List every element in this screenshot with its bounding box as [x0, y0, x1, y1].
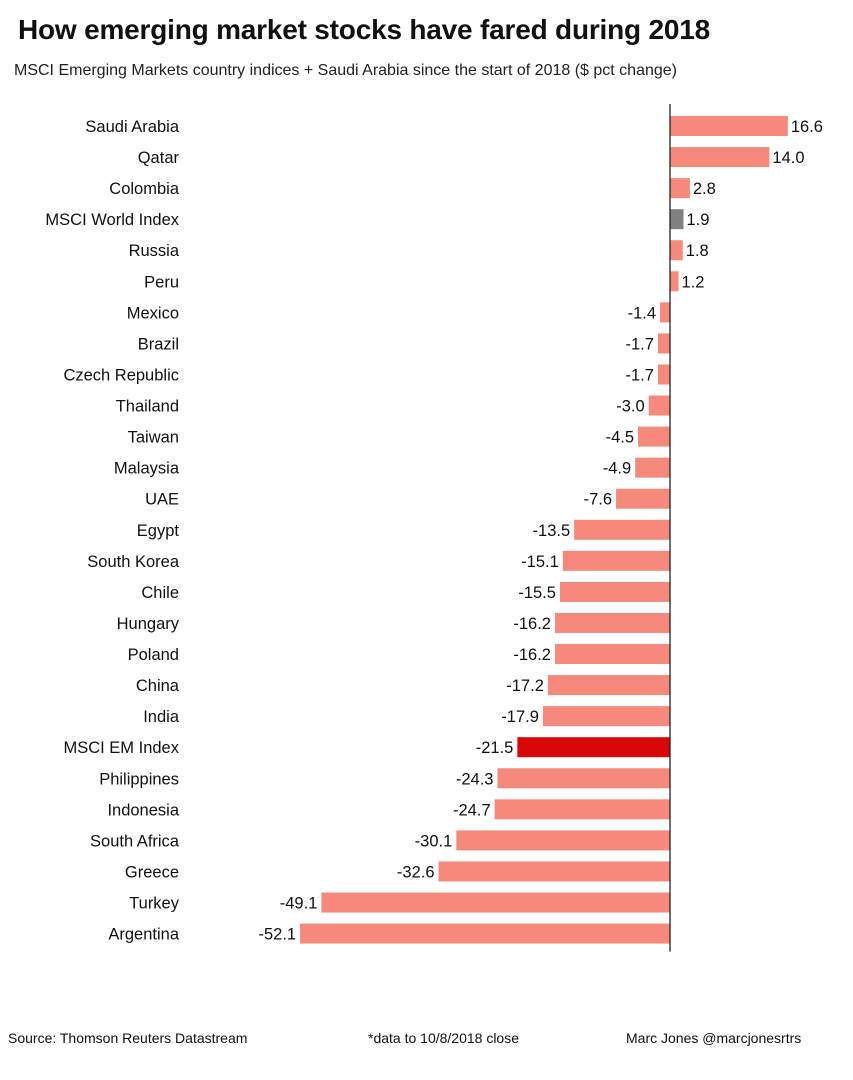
category-label: Argentina — [108, 926, 179, 944]
value-label: -13.5 — [533, 522, 571, 540]
bar — [438, 861, 670, 882]
value-label: 2.8 — [693, 180, 716, 198]
category-label: South Africa — [90, 832, 180, 850]
bar — [494, 799, 670, 820]
bar — [670, 209, 684, 230]
category-label: South Korea — [87, 553, 180, 571]
category-label: Russia — [129, 242, 180, 260]
category-label: Peru — [144, 273, 179, 291]
value-label: 1.9 — [686, 211, 709, 229]
category-label: Thailand — [116, 398, 179, 416]
category-label: Colombia — [109, 180, 180, 198]
bar — [554, 612, 670, 633]
category-label: Mexico — [127, 304, 179, 322]
category-label: Hungary — [117, 615, 180, 633]
bar — [574, 519, 670, 540]
bar — [456, 830, 670, 851]
category-label: Turkey — [129, 895, 180, 913]
value-label: 1.8 — [686, 242, 709, 260]
value-label: -15.1 — [521, 553, 559, 571]
category-label: India — [143, 708, 180, 726]
bar — [657, 364, 670, 385]
bar — [635, 457, 670, 478]
author-credit: Marc Jones @marcjonesrtrs — [626, 1030, 802, 1046]
bar — [670, 147, 770, 168]
category-label: Indonesia — [107, 801, 179, 819]
bar — [670, 116, 788, 136]
category-label: China — [136, 677, 180, 695]
data-date-note: *data to 10/8/2018 close — [368, 1030, 520, 1046]
category-label: Saudi Arabia — [85, 118, 179, 136]
category-label: UAE — [145, 491, 179, 509]
value-label: -16.2 — [513, 615, 551, 633]
value-label: -1.4 — [628, 304, 656, 322]
category-label: Egypt — [137, 522, 180, 540]
source-note: Source: Thomson Reuters Datastream — [8, 1030, 248, 1046]
value-label: -15.5 — [518, 584, 556, 602]
bar — [616, 488, 670, 509]
category-label: Greece — [125, 863, 179, 881]
bar — [657, 333, 670, 354]
bar — [321, 892, 670, 913]
bar — [660, 302, 670, 323]
category-label: Philippines — [99, 770, 179, 788]
chart-title: How emerging market stocks have fared du… — [18, 14, 711, 45]
bar — [670, 271, 679, 292]
value-label: -3.0 — [616, 398, 644, 416]
category-label: MSCI World Index — [45, 211, 179, 229]
value-label: -1.7 — [625, 335, 653, 353]
bar — [542, 706, 670, 727]
category-label: Taiwan — [128, 429, 179, 447]
value-label: 16.6 — [791, 118, 823, 136]
value-label: 14.0 — [772, 149, 804, 167]
bar — [648, 395, 670, 416]
value-label: 1.2 — [682, 273, 705, 291]
value-label: -17.9 — [501, 708, 539, 726]
category-label: Qatar — [138, 149, 180, 167]
bar — [554, 644, 670, 665]
chart-subtitle: MSCI Emerging Markets country indices + … — [14, 62, 677, 79]
value-label: -4.5 — [606, 429, 634, 447]
value-label: -32.6 — [397, 863, 435, 881]
category-label: Chile — [141, 584, 179, 602]
value-label: -16.2 — [513, 646, 551, 664]
bar — [638, 426, 670, 447]
category-label: Brazil — [138, 335, 179, 353]
category-label: MSCI EM Index — [63, 739, 179, 757]
bar — [670, 240, 683, 261]
bar — [517, 737, 670, 758]
category-label: Poland — [128, 646, 179, 664]
value-label: -49.1 — [280, 895, 318, 913]
bar — [300, 923, 670, 944]
value-label: -7.6 — [584, 491, 612, 509]
value-label: -21.5 — [476, 739, 514, 757]
category-label: Malaysia — [114, 460, 180, 478]
value-label: -30.1 — [415, 832, 453, 850]
category-label: Czech Republic — [63, 366, 179, 384]
bar — [562, 550, 670, 571]
value-label: -24.7 — [453, 801, 491, 819]
value-label: -52.1 — [258, 926, 296, 944]
bar — [547, 675, 670, 696]
value-label: -17.2 — [506, 677, 544, 695]
bar — [497, 768, 670, 789]
bar — [559, 581, 670, 602]
value-label: -1.7 — [625, 366, 653, 384]
value-label: -4.9 — [603, 460, 631, 478]
value-label: -24.3 — [456, 770, 494, 788]
bar — [670, 178, 690, 199]
